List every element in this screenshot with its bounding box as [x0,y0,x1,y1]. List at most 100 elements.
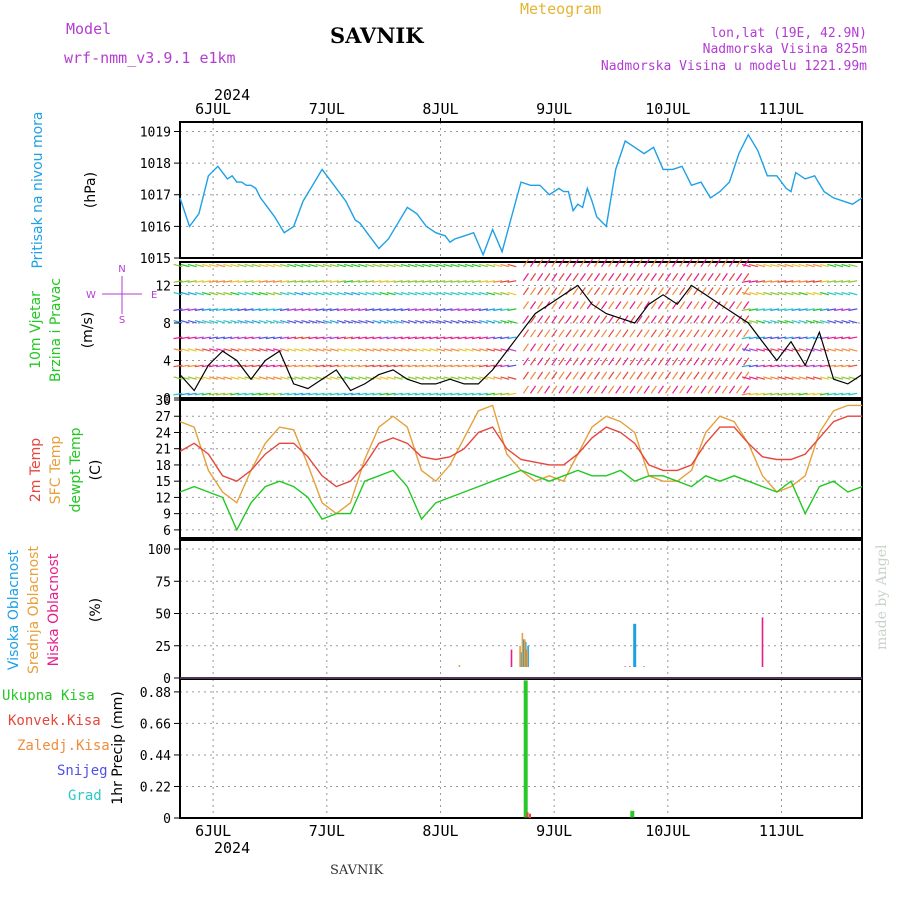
cloud-bar [520,652,522,667]
wind-barb [216,263,226,268]
wind-barb [251,263,261,268]
wind-barb [194,364,204,368]
wind-barb [429,392,439,396]
wind-barb [379,364,389,368]
wind-barb [493,320,503,324]
bottom-year-label: 2024 [214,839,250,857]
wind-barb [770,376,780,380]
y-tick-label: 24 [155,426,171,441]
wind-barb [820,376,830,380]
wind-barb [344,291,354,296]
wind-barb [529,301,537,310]
wind-barb [209,291,219,296]
wind-barb [679,315,686,324]
wind-barb [294,348,304,352]
wind-barb [244,364,254,368]
wind-barb [693,301,700,310]
wind-barb [848,348,858,352]
wind-barb [507,376,517,380]
wind-barb [770,320,780,324]
wind-barb [763,336,773,340]
wind-barb [736,343,743,352]
wind-barb [478,280,488,283]
wind-barb [315,364,325,368]
wind-barb [379,376,389,380]
wind-barb [643,357,650,366]
wind-barb [223,291,233,296]
wind-barb [572,315,579,324]
wind-barb [848,291,858,296]
wind-barb [344,320,354,324]
wind-barb [841,320,851,324]
model-label: Model [66,20,111,38]
wind-barb [664,357,672,366]
wind-barb [679,287,686,296]
wind-barb [707,385,714,394]
wind-barb [386,320,396,324]
wind-barb [500,291,510,296]
wind-barb [471,376,481,380]
wind-barb [336,291,346,296]
wind-barb [308,291,318,296]
wind-barb [848,392,858,396]
wind-barb [657,287,664,296]
wind-barb [414,308,425,312]
model-name: wrf-nmm_v3.9.1 e1km [64,49,236,67]
wind-barb [358,392,368,396]
wind-barb [826,364,837,368]
wind-barb [700,273,707,282]
wind-barb [450,320,460,324]
compass-n: N [118,264,125,275]
wind-barb [450,376,460,380]
wind-barb [443,376,453,380]
wind-barb [400,308,410,312]
cloud-bar [629,666,631,667]
wind-barb [664,258,672,268]
wind-barb [636,371,643,380]
wind-barb [244,280,254,283]
wind-barb [615,258,622,268]
wind-barb [629,301,636,310]
wind-barb [848,280,858,283]
wind-barb [657,385,664,394]
wind-barb [664,329,672,338]
wind-barb [755,280,766,283]
y-tick-label: 12 [155,491,171,506]
wind-barb [834,376,844,380]
wind-barb [748,291,758,296]
wind-barb [415,376,425,380]
wind-barb [237,376,247,380]
cloud-unit-label: (%) [88,598,104,622]
wind-barb [608,301,615,310]
wind-barb [558,315,565,324]
wind-barb [608,287,615,296]
wind-barb [301,308,311,312]
wind-barb [429,320,439,324]
wind-barb [522,329,529,338]
wind-barb [579,273,586,282]
wind-barb [194,348,204,352]
wind-barb [714,287,721,296]
wind-barb [784,263,794,268]
temp-unit-label: (C) [88,460,104,481]
wind-barb [422,308,432,312]
wind-barb [586,385,593,394]
wind-barb [834,336,844,340]
wind-barb [365,280,375,283]
wind-barb [755,336,766,340]
wind-barb [728,315,736,324]
wind-barb [230,308,240,312]
wind-barb [593,301,601,310]
wind-barb [429,263,439,268]
wind-barb [805,336,815,340]
wind-barb [329,348,339,352]
wind-barb [493,263,503,268]
wind-barb [414,392,425,396]
wind-barb [558,385,565,394]
wind-barb [784,336,794,340]
wind-barb [629,258,636,268]
wind-barb [798,263,808,268]
wind-barb [329,280,339,283]
temp2m-line [179,415,862,488]
wind-speed-line [179,284,863,392]
